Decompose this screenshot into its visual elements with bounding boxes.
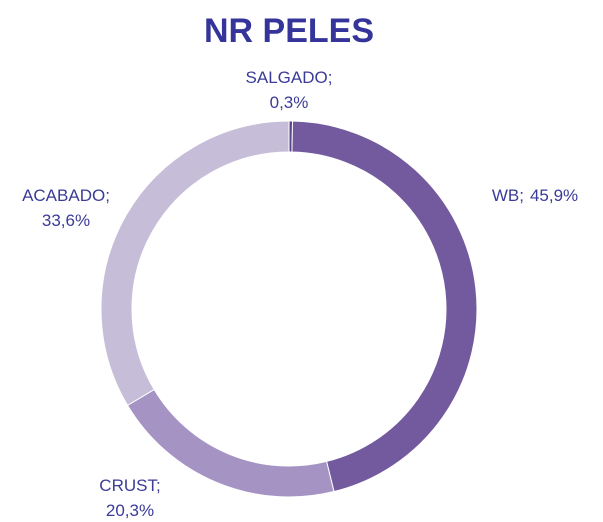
label-separator: ;	[156, 476, 161, 495]
value-label: 0,3%	[270, 93, 309, 112]
donut-slice	[291, 120, 478, 493]
value-label: 33,6%	[42, 211, 90, 230]
label-separator: ;	[519, 186, 524, 205]
data-label: WB; 45,9%	[492, 186, 578, 205]
chart-title: NR PELES	[204, 12, 374, 50]
value-label: 45,9%	[530, 186, 578, 205]
data-label: SALGADO; 0,3%	[246, 68, 333, 112]
data-label: ACABADO; 33,6%	[22, 186, 110, 230]
category-name: SALGADO	[246, 68, 328, 87]
data-label: CRUST; 20,3%	[99, 476, 160, 520]
label-separator: ;	[105, 186, 110, 205]
value-label: 20,3%	[106, 501, 154, 520]
donut-slice	[100, 120, 290, 407]
label-separator: ;	[328, 68, 333, 87]
category-name: WB	[492, 186, 519, 205]
category-name: ACABADO	[22, 186, 105, 205]
category-name: CRUST	[99, 476, 157, 495]
